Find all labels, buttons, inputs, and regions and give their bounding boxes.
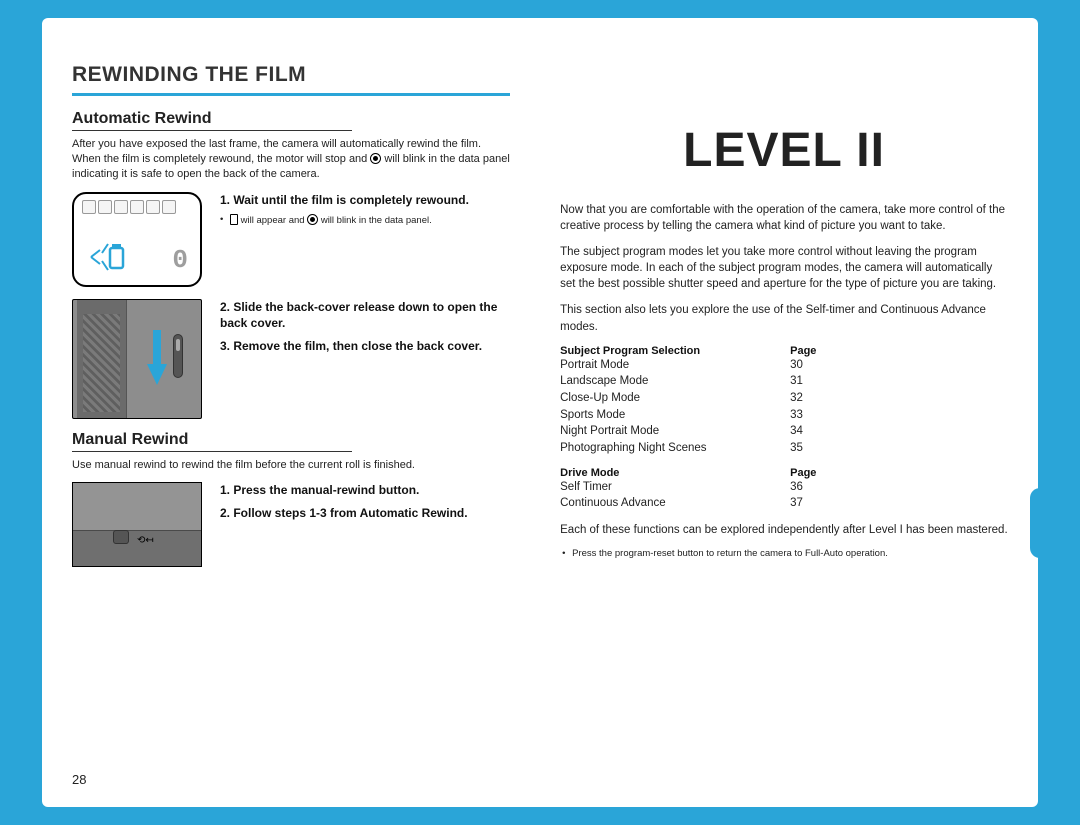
rewind-button-figure: ⟲↤ (72, 482, 202, 567)
right-p2: The subject program modes let you take m… (560, 244, 1008, 292)
table-row: Sports Mode33 (560, 407, 1008, 424)
table-head-2: Page (790, 467, 850, 479)
camera-back-illustration (72, 299, 202, 419)
table-row: Close-Up Mode32 (560, 390, 1008, 407)
manual-step-1: 1. Press the manual-rewind button. (220, 482, 468, 499)
camera-grip (77, 300, 127, 418)
table-header-row: Subject Program Selection Page (560, 345, 1008, 357)
table-row: Landscape Mode31 (560, 373, 1008, 390)
rewind-label-icon: ⟲↤ (137, 535, 154, 546)
step-3-text: 3. Remove the film, then close the back … (220, 338, 510, 355)
manual-step-block: ⟲↤ 1. Press the manual-rewind button. 2.… (72, 482, 510, 567)
subject-program-table: Subject Program Selection Page Portrait … (560, 345, 1008, 457)
drive-mode-table: Drive Mode Page Self Timer36 Continuous … (560, 467, 1008, 512)
rewind-button-illustration: ⟲↤ (72, 482, 202, 567)
step-2-3-block: 2. Slide the back-cover release down to … (72, 299, 510, 419)
table-row: Self Timer36 (560, 479, 1008, 496)
right-bullet: Press the program-reset button to return… (560, 548, 1008, 560)
lcd-mode-icons (82, 200, 192, 214)
film-canister-icon (230, 214, 238, 225)
sub-underline-2 (72, 451, 352, 452)
blink-icon (307, 214, 318, 225)
frame-counter-zero: 0 (172, 245, 188, 275)
step-1-note: will appear and will blink in the data p… (220, 214, 469, 227)
manual-rewind-heading: Manual Rewind (72, 431, 510, 449)
section-title: REWINDING THE FILM (72, 63, 510, 87)
auto-rewind-heading: Automatic Rewind (72, 110, 510, 128)
lcd-panel-figure: 0 (72, 192, 202, 287)
step-2-3-text-col: 2. Slide the back-cover release down to … (220, 299, 510, 361)
page-number-left: 28 (72, 772, 86, 787)
right-p4: Each of these functions can be explored … (560, 522, 1008, 538)
note-text-b: will blink in the data panel. (321, 215, 432, 226)
right-p3: This section also lets you explore the u… (560, 302, 1008, 334)
sub-underline (72, 130, 352, 131)
step-1-text: 1. Wait until the film is completely rew… (220, 192, 469, 209)
release-arrow-icon (147, 330, 167, 385)
step-1-text-col: 1. Wait until the film is completely rew… (220, 192, 469, 228)
step-2-text: 2. Slide the back-cover release down to … (220, 299, 510, 333)
section-tab (1030, 488, 1046, 558)
level-title: LEVEL II (560, 123, 1008, 178)
manual-steps-text-col: 1. Press the manual-rewind button. 2. Fo… (220, 482, 468, 528)
auto-rewind-intro: After you have exposed the last frame, t… (72, 137, 510, 182)
table-row: Night Portrait Mode34 (560, 423, 1008, 440)
manual-rewind-button (113, 530, 129, 544)
cartridge-blink-icon (370, 153, 381, 164)
table-head-1: Drive Mode (560, 467, 790, 479)
table-row: Continuous Advance37 (560, 495, 1008, 512)
manual-rewind-intro: Use manual rewind to rewind the film bef… (72, 458, 510, 473)
page-spread: REWINDING THE FILM Automatic Rewind Afte… (42, 18, 1038, 807)
manual-step-2: 2. Follow steps 1-3 from Automatic Rewin… (220, 505, 468, 522)
right-page: LEVEL II Now that you are comfortable wi… (540, 63, 1008, 782)
note-text-a: will appear and (241, 215, 308, 226)
table-head-1: Subject Program Selection (560, 345, 790, 357)
step-1-block: 0 1. Wait until the film is completely r… (72, 192, 510, 287)
film-cartridge-icon (88, 240, 128, 275)
camera-back-figure (72, 299, 202, 419)
table-row: Portrait Mode30 (560, 357, 1008, 374)
table-row: Photographing Night Scenes35 (560, 440, 1008, 457)
left-page: REWINDING THE FILM Automatic Rewind Afte… (72, 63, 540, 782)
lcd-panel: 0 (72, 192, 202, 287)
back-cover-release (173, 334, 183, 378)
right-p1: Now that you are comfortable with the op… (560, 202, 1008, 234)
title-underline (72, 93, 510, 96)
table-header-row: Drive Mode Page (560, 467, 1008, 479)
table-head-2: Page (790, 345, 850, 357)
